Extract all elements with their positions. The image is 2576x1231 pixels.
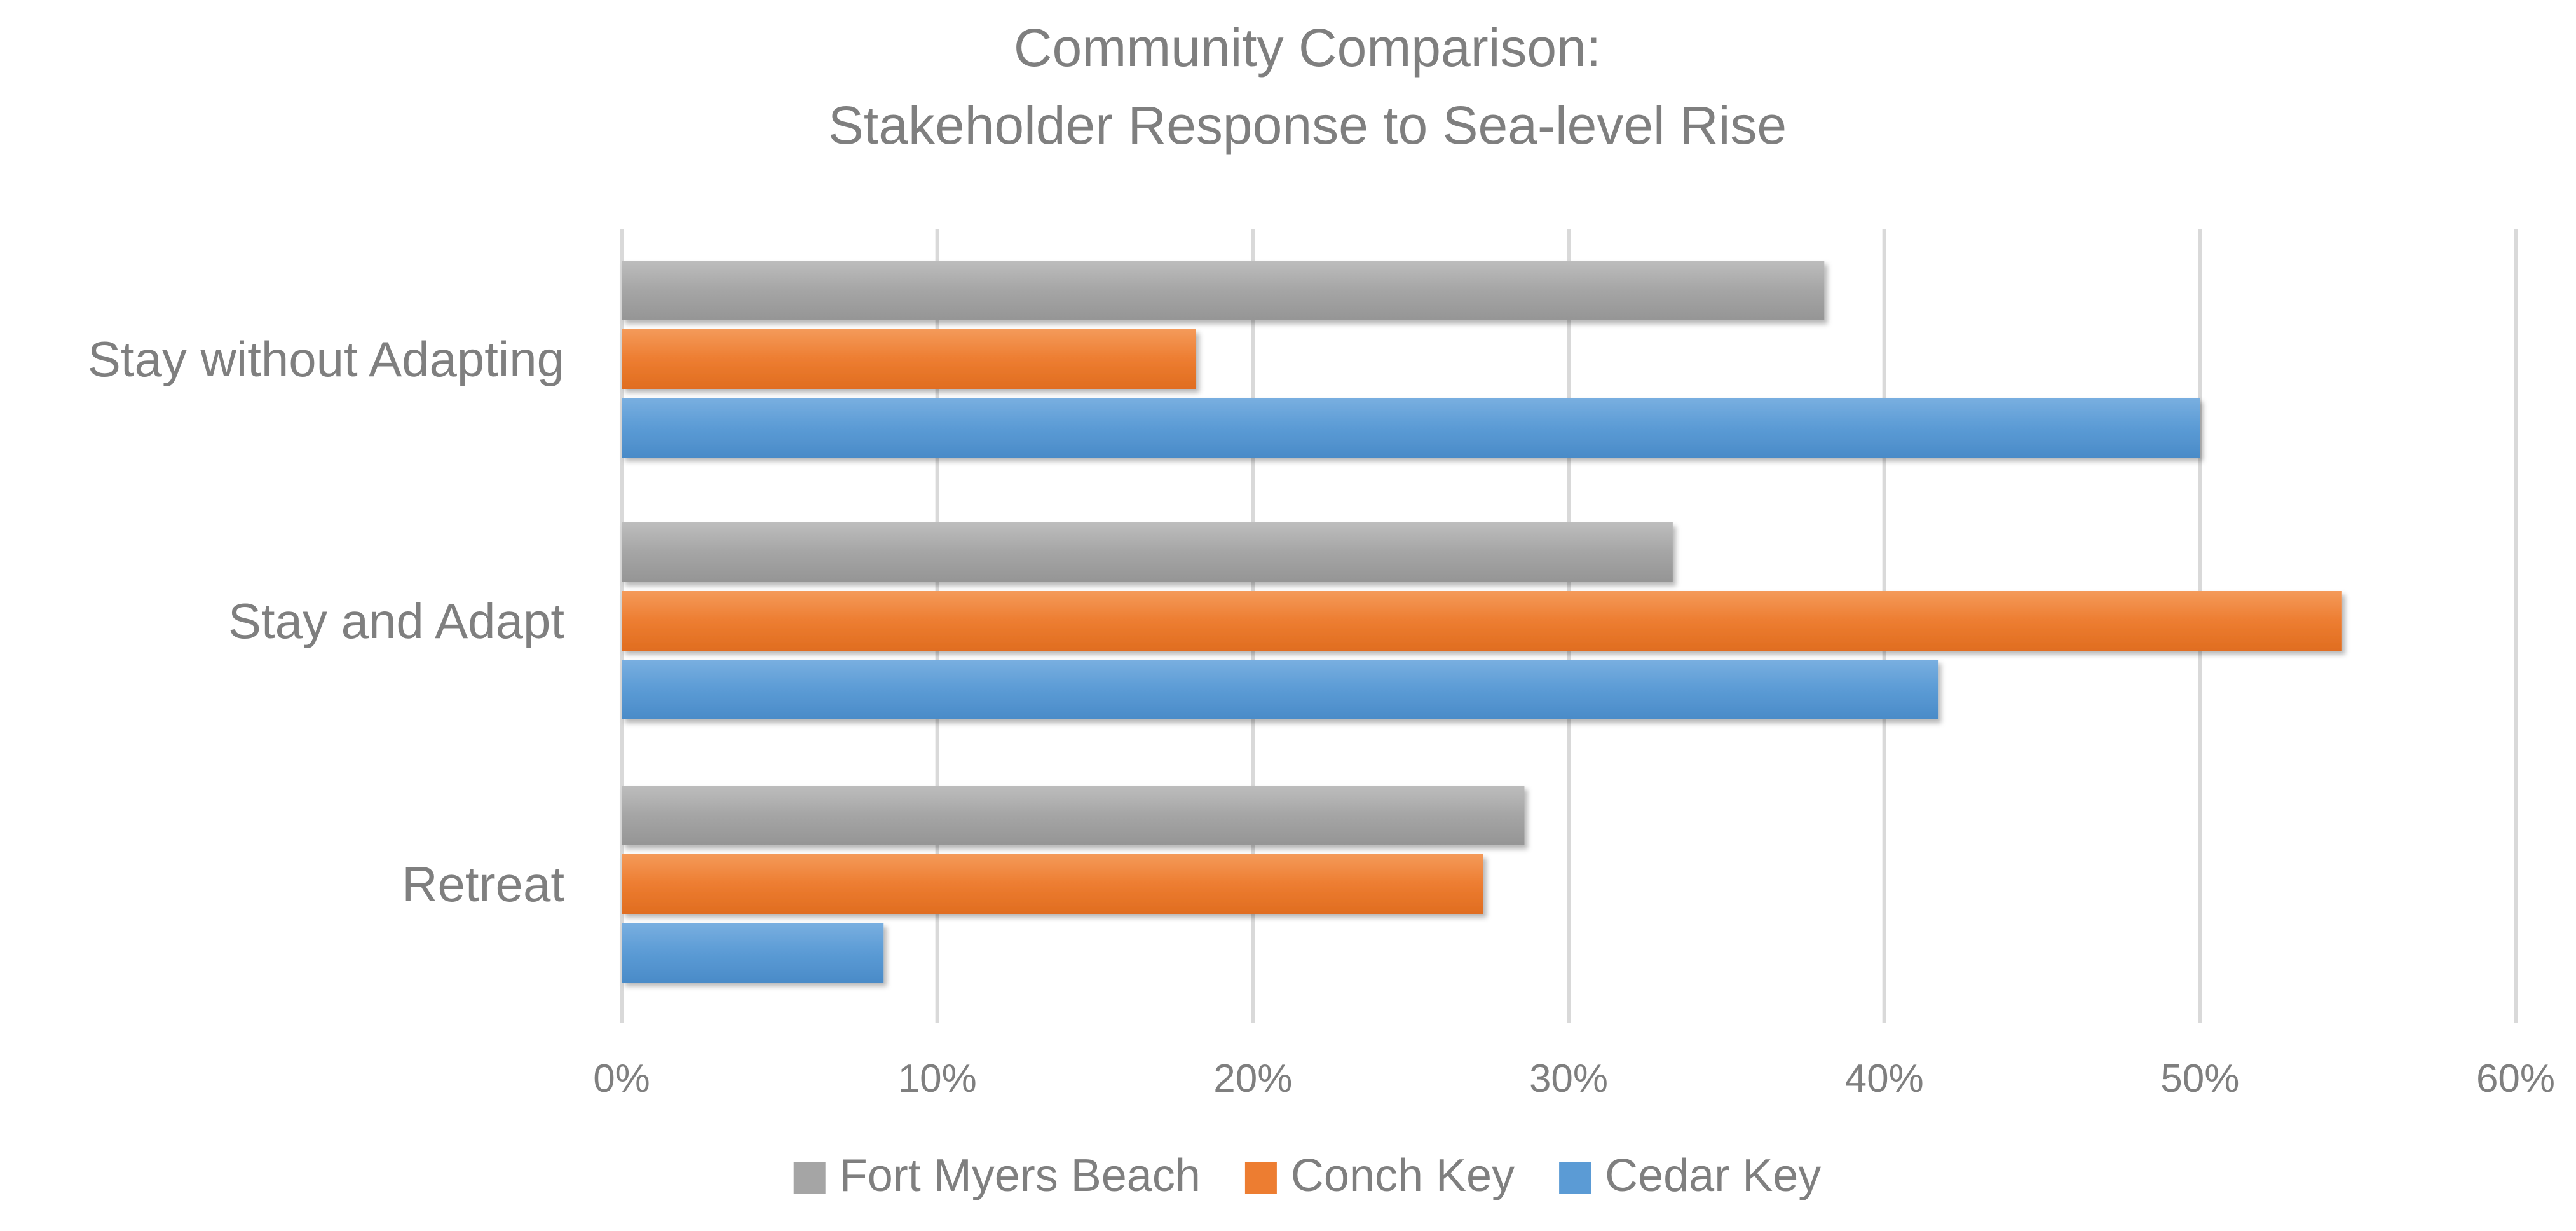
bar-fort-myers-beach-stay-without-adapting [622,261,1825,320]
x-tick-label: 0% [593,1057,650,1101]
series-cedar-key [622,398,2200,983]
legend-swatch [793,1162,826,1194]
x-tick-label: 50% [2160,1057,2239,1101]
bar-conch-key-retreat [622,854,1483,914]
category-label: Stay and Adapt [228,593,564,649]
legend-swatch [1559,1162,1591,1194]
bar-cedar-key-stay-without-adapting [622,398,2200,458]
bar-series [622,261,2342,983]
bar-fort-myers-beach-stay-and-adapt [622,522,1673,582]
x-tick-label: 30% [1529,1057,1608,1101]
x-tick-label: 20% [1213,1057,1292,1101]
legend-label: Conch Key [1291,1150,1515,1201]
y-axis-category-labels: Stay without Adapting Stay and Adapt Retre… [88,331,565,912]
series-fort-myers-beach [622,261,1825,845]
category-label: Retreat [402,856,564,912]
legend-swatch [1244,1162,1277,1194]
legend-item-fort-myers-beach[interactable]: Fort Myers Beach [793,1150,1201,1201]
chart-title-line-2: Stakeholder Response to Sea-level Rise [828,95,1787,155]
legend-label: Fort Myers Beach [840,1150,1201,1201]
bar-fort-myers-beach-retreat [622,786,1525,845]
x-tick-label: 40% [1845,1057,1924,1101]
legend-item-conch-key[interactable]: Conch Key [1244,1150,1515,1201]
x-tick-label: 60% [2476,1057,2555,1101]
bar-conch-key-stay-and-adapt [622,591,2342,651]
legend: Fort Myers Beach Conch Key Cedar Key [793,1150,1821,1201]
bar-conch-key-stay-without-adapting [622,329,1196,389]
series-conch-key [622,329,2342,914]
bar-cedar-key-retreat [622,923,884,983]
legend-label: Cedar Key [1605,1150,1821,1201]
legend-item-cedar-key[interactable]: Cedar Key [1559,1150,1821,1201]
category-label: Stay without Adapting [88,331,564,387]
chart-title-line-1: Community Comparison: [1014,18,1601,78]
x-axis-tick-labels: 0% 10% 20% 30% 40% 50% 60% [593,1057,2555,1101]
chart-title: Community Comparison: Stakeholder Respon… [828,18,1787,155]
bar-cedar-key-stay-and-adapt [622,660,1939,719]
x-tick-label: 10% [898,1057,977,1101]
